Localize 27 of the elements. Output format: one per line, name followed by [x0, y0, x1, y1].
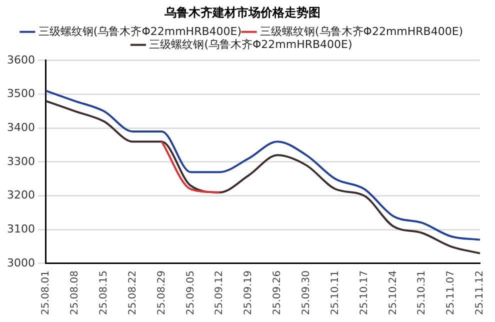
- x-tick-label: 25.09.26: [272, 270, 284, 315]
- x-tick-label: 25.10.31: [416, 270, 428, 315]
- x-tick-label: 25.08.08: [70, 270, 81, 315]
- x-tick-label: 25.08.22: [127, 270, 138, 315]
- legend-label: 三级螺纹钢(乌鲁木齐Φ22mmHRB400E): [260, 24, 464, 38]
- x-tick-label: 25.08.29: [156, 270, 168, 315]
- x-tick-label: 25.09.30: [300, 270, 312, 315]
- y-tick-label: 3200: [6, 188, 35, 202]
- x-tick-label: 25.10.24: [388, 270, 399, 315]
- legend-label: 三级螺纹钢(乌鲁木齐Φ22mmHRB400E): [149, 38, 352, 51]
- x-tick-label: 25.08.01: [40, 270, 52, 315]
- y-tick-label: 3600: [6, 53, 35, 66]
- y-tick-label: 3100: [6, 222, 35, 236]
- legend-label: 三级螺纹钢(乌鲁木齐Φ22mmHRB400E): [38, 24, 242, 38]
- x-tick-label: 25.08.15: [98, 270, 110, 315]
- x-tick-label: 25.10.11: [330, 270, 341, 315]
- y-tick-label: 3300: [6, 154, 35, 168]
- x-tick-label: 25.11.12: [474, 270, 486, 315]
- x-tick-label: 25.09.12: [214, 270, 226, 315]
- y-tick-label: 3400: [6, 120, 35, 134]
- x-tick-label: 25.09.05: [185, 270, 196, 315]
- x-tick-label: 25.09.19: [243, 270, 254, 315]
- x-tick-label: 25.11.07: [446, 270, 457, 315]
- y-tick-label: 3500: [6, 87, 35, 100]
- x-tick-label: 25.10.17: [358, 270, 370, 315]
- chart-title: 乌鲁木齐建材市场价格走势图: [164, 5, 320, 20]
- y-tick-label: 3000: [6, 256, 35, 270]
